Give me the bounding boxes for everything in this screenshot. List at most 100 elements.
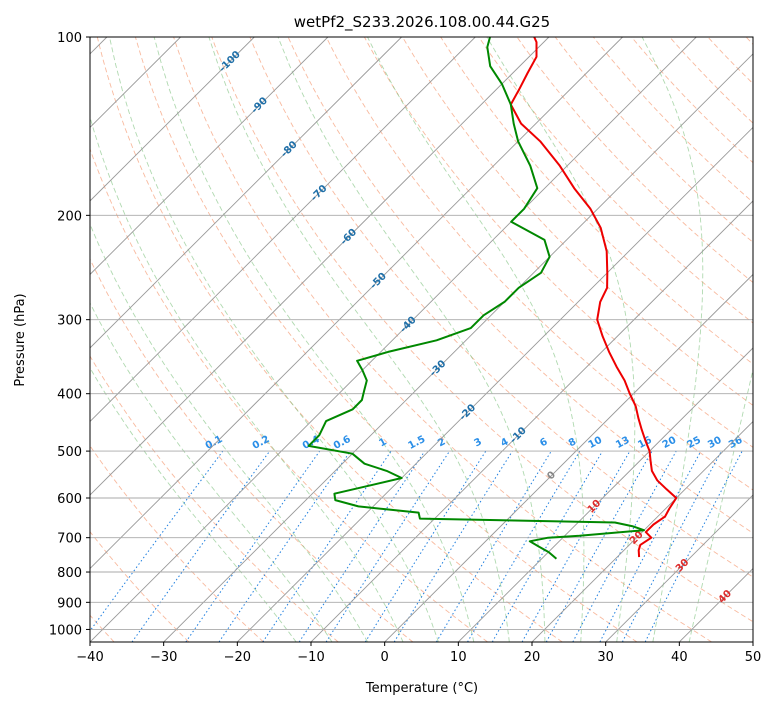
isotherm bbox=[531, 420, 753, 642]
isotherm bbox=[678, 567, 753, 642]
dry-adiabat bbox=[440, 37, 753, 365]
mixing-ratio-label: 0.6 bbox=[332, 434, 353, 452]
x-tick-label: 50 bbox=[745, 650, 762, 665]
dry-adiabat bbox=[592, 37, 753, 203]
dry-adiabat bbox=[516, 37, 753, 284]
isotherm-label: 10 bbox=[586, 498, 604, 516]
mixing-ratio-line bbox=[185, 450, 321, 642]
moist-adiabat bbox=[90, 222, 369, 642]
mixing-ratio-line bbox=[545, 450, 653, 642]
dry-adiabat bbox=[90, 531, 190, 642]
x-tick-label: −20 bbox=[224, 650, 251, 665]
dry-adiabat bbox=[134, 37, 638, 642]
y-tick-label: 400 bbox=[57, 388, 82, 403]
dry-adiabat bbox=[745, 37, 753, 45]
moist-adiabat bbox=[90, 115, 404, 642]
dewpoint-profile bbox=[307, 37, 645, 560]
mixing-ratio-line bbox=[298, 450, 426, 642]
y-tick-label: 100 bbox=[57, 31, 82, 46]
dry-adiabat bbox=[364, 37, 753, 448]
mixing-ratio-line bbox=[262, 450, 392, 642]
dry-adiabat bbox=[707, 37, 753, 85]
mixing-ratio-line bbox=[364, 450, 487, 642]
isotherm bbox=[310, 200, 753, 642]
mixing-ratio-line bbox=[393, 450, 513, 642]
x-tick-label: 20 bbox=[524, 650, 541, 665]
isotherm-label: 0 bbox=[545, 470, 558, 483]
dry-adiabat bbox=[211, 37, 753, 623]
mixing-ratio-line bbox=[218, 450, 351, 642]
x-tick-label: −10 bbox=[297, 650, 324, 665]
mixing-ratio-label: 0.1 bbox=[204, 434, 225, 452]
isotherm bbox=[90, 37, 329, 276]
isotherm bbox=[90, 37, 402, 349]
isotherm bbox=[163, 53, 753, 642]
isotherm-label: -40 bbox=[398, 315, 419, 336]
mixing-ratio-line bbox=[131, 450, 271, 642]
mixing-ratio-label: 1 bbox=[377, 436, 388, 449]
mixing-ratio-line bbox=[621, 450, 722, 642]
dry-adiabat bbox=[669, 37, 753, 124]
mixing-ratio-label: 10 bbox=[587, 435, 604, 451]
mixing-ratio-label: 4 bbox=[499, 436, 510, 449]
x-tick-label: 30 bbox=[597, 650, 614, 665]
mixing-ratio-line bbox=[435, 450, 552, 642]
moist-adiabat bbox=[641, 37, 704, 642]
y-tick-label: 900 bbox=[57, 596, 82, 611]
mixing-ratio-line bbox=[491, 450, 603, 642]
y-tick-label: 600 bbox=[57, 492, 82, 507]
moist-adiabat bbox=[153, 37, 475, 642]
moist-adiabat bbox=[109, 37, 439, 642]
isotherm bbox=[90, 37, 550, 496]
mixing-ratio-label: 13 bbox=[614, 435, 631, 451]
mixing-ratio-line bbox=[325, 450, 451, 642]
isotherm-label: -60 bbox=[339, 227, 360, 248]
mixing-ratio-label: 0.2 bbox=[251, 434, 272, 452]
isotherm bbox=[605, 494, 753, 642]
dry-adiabat bbox=[90, 258, 414, 642]
isotherm bbox=[90, 37, 697, 642]
x-tick-label: −30 bbox=[150, 650, 177, 665]
y-tick-label: 700 bbox=[57, 532, 82, 547]
y-tick-label: 500 bbox=[57, 445, 82, 460]
y-tick-label: 200 bbox=[57, 209, 82, 224]
y-axis-label: Pressure (hPa) bbox=[13, 293, 28, 386]
mixing-ratio-label: 6 bbox=[538, 436, 549, 449]
isotherm-label: -100 bbox=[217, 49, 243, 75]
mixing-ratio-label: 36 bbox=[727, 435, 744, 451]
mixing-ratio-line bbox=[467, 450, 581, 642]
plot-area: 0.1 0.2 0.4 0.6 1 1.5 2 3 4 6 8 10 13 16 20 25 30 36-100-… bbox=[90, 37, 753, 642]
x-tick-label: −40 bbox=[76, 650, 103, 665]
x-tick-label: 0 bbox=[381, 650, 389, 665]
mixing-ratio-line bbox=[599, 450, 702, 642]
mixing-ratio-label: 2 bbox=[436, 436, 447, 449]
dry-adiabat bbox=[96, 37, 563, 642]
isotherm bbox=[752, 641, 753, 642]
dry-adiabat bbox=[478, 37, 753, 324]
plot-frame bbox=[89, 36, 754, 643]
mixing-ratio-line bbox=[572, 450, 677, 642]
x-tick-label: 40 bbox=[671, 650, 688, 665]
moist-adiabat bbox=[688, 367, 753, 642]
isotherm-label: 40 bbox=[716, 588, 734, 606]
chart-title: wetPf2_S233.2026.108.00.44.G25 bbox=[294, 13, 550, 32]
isotherm-label: -90 bbox=[249, 95, 270, 116]
mixing-ratio-line bbox=[90, 450, 224, 632]
moist-adiabat bbox=[208, 37, 510, 642]
dry-adiabat bbox=[249, 37, 753, 578]
mixing-ratio-label: 30 bbox=[706, 435, 723, 451]
mixing-ratio-line bbox=[521, 450, 631, 642]
mixing-ratio-label: 8 bbox=[567, 436, 578, 449]
dry-adiabat bbox=[287, 37, 753, 534]
isotherm bbox=[457, 347, 753, 642]
moist-adiabat bbox=[486, 37, 636, 642]
dry-adiabat bbox=[173, 37, 712, 642]
isotherm-label: -70 bbox=[309, 183, 330, 204]
isotherm-label: -50 bbox=[368, 271, 389, 292]
isotherm bbox=[90, 37, 476, 423]
dry-adiabat bbox=[325, 37, 753, 491]
axes: −40 −30 −20 −10 0 10 20 30 40 5010020030040050060… bbox=[49, 31, 761, 665]
dry-adiabat bbox=[554, 37, 753, 243]
x-tick-label: 10 bbox=[450, 650, 467, 665]
